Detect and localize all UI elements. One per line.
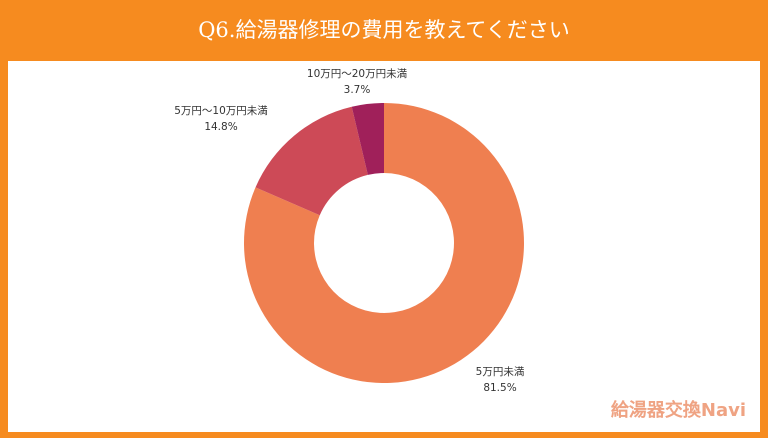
slice-label-2: 10万円〜20万円未満 3.7% <box>307 66 407 98</box>
donut-slice-1 <box>255 106 368 216</box>
slice-label-1: 5万円〜10万円未満 14.8% <box>174 103 268 135</box>
slice-label-0: 5万円未満 81.5% <box>476 364 525 396</box>
chart-panel: 10万円〜20万円未満 3.7% 5万円〜10万円未満 14.8% 5万円未満 81.… <box>8 61 760 432</box>
donut-slice-2 <box>351 103 384 175</box>
logo: 給湯器交換Navi <box>610 400 746 421</box>
value-label: 14.8% <box>204 121 238 133</box>
donut-chart <box>244 103 524 383</box>
donut-slice-0 <box>244 103 524 383</box>
chart-title: Q6.給湯器修理の費用を教えてください <box>198 18 570 42</box>
category-label: 10万円〜20万円未満 <box>306 68 408 80</box>
category-label: 5万円未満 <box>475 366 525 378</box>
value-label: 81.5% <box>483 382 517 394</box>
value-label: 3.7% <box>343 84 371 96</box>
category-label: 5万円〜10万円未満 <box>174 105 268 117</box>
